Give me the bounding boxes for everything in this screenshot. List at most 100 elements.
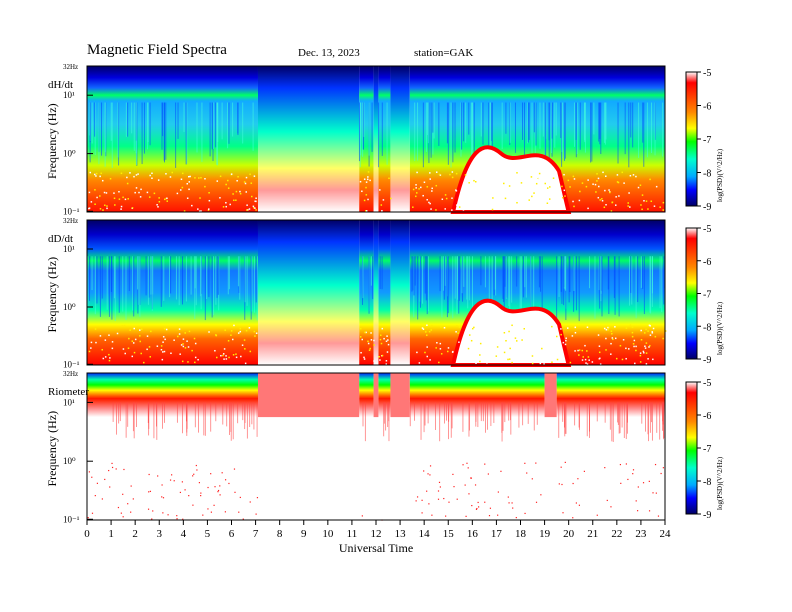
spectrogram-speckle xyxy=(124,352,126,355)
spectrogram-speckle xyxy=(131,207,134,209)
spectrogram-speckle xyxy=(604,467,606,469)
spectrogram-speckle xyxy=(458,206,461,208)
y-axis-label: Frequency (Hz) xyxy=(45,257,59,333)
spectrogram-speckle xyxy=(505,339,507,342)
spectrogram-speckle xyxy=(178,328,181,330)
spectrogram-speckle xyxy=(610,506,612,508)
spectrogram-speckle xyxy=(451,209,453,211)
y-axis-label: Frequency (Hz) xyxy=(45,103,59,179)
spectrogram-speckle xyxy=(452,350,454,353)
spectrogram-speckle xyxy=(652,327,655,330)
spectrogram-speckle xyxy=(614,337,617,340)
y-tick-label: 10¹ xyxy=(63,90,75,100)
spectrogram-speckle xyxy=(511,324,513,327)
spectrogram-speckle xyxy=(256,497,259,499)
spectrogram-speckle xyxy=(633,339,636,342)
spectrogram-speckle xyxy=(186,183,189,185)
data-gap-band xyxy=(390,373,410,418)
panel-2: dD/dt 32Hz 10¹ 10⁰ 10⁻¹ Frequency (Hz) -5 -6 -7 -… xyxy=(45,217,724,369)
x-tick-label: 16 xyxy=(467,528,479,540)
spectrogram-speckle xyxy=(603,327,606,330)
spectrogram-speckle xyxy=(219,494,221,496)
spectrogram-speckle xyxy=(539,362,542,365)
spectrogram-speckle xyxy=(251,195,253,198)
colorbar-tick-label: -9 xyxy=(703,510,711,521)
spectrogram-speckle xyxy=(166,200,168,202)
spectrogram-speckle xyxy=(535,182,538,185)
spectrogram-speckle xyxy=(249,173,251,176)
spectrogram-speckle xyxy=(503,331,506,334)
spectrogram-speckle xyxy=(648,510,651,512)
spectrogram-speckle xyxy=(108,469,110,472)
spectrogram-speckle xyxy=(137,173,139,175)
panel-label: dH/dt xyxy=(48,79,73,91)
x-tick-label: 23 xyxy=(635,528,647,540)
spectrogram-speckle xyxy=(217,489,220,492)
spectrogram-speckle xyxy=(531,362,534,365)
spectrogram-speckle xyxy=(474,180,477,183)
spectrogram-speckle xyxy=(605,328,608,331)
spectrogram-speckle xyxy=(503,351,506,354)
spectrogram-speckle xyxy=(662,201,665,204)
spectrogram-speckle xyxy=(388,177,390,180)
spectrogram-speckle xyxy=(364,331,366,334)
spectrogram-speckle xyxy=(625,463,627,465)
spectrogram-speckle xyxy=(99,175,101,178)
spectrogram-speckle xyxy=(130,485,132,487)
y-tick-label: 10⁻¹ xyxy=(63,514,80,524)
spectrogram-fade xyxy=(556,399,665,418)
y-tick-label: 10⁻¹ xyxy=(63,206,80,216)
x-tick-label: 11 xyxy=(347,528,358,540)
spectrogram-speckle xyxy=(458,341,460,343)
spectrogram-speckle xyxy=(426,355,429,358)
spectrogram-speckle xyxy=(470,477,472,479)
spectrogram-speckle xyxy=(254,200,256,202)
spectrogram-speckle xyxy=(588,359,590,361)
spectrogram-speckle xyxy=(208,331,210,333)
spectrogram-speckle xyxy=(616,174,619,176)
colorbar-tick-label: -8 xyxy=(703,477,711,488)
spectrogram-speckle xyxy=(426,334,428,336)
spectrogram-speckle xyxy=(361,515,363,517)
spectrogram-speckle xyxy=(431,187,433,190)
spectrogram-speckle xyxy=(139,329,141,331)
spectrogram-speckle xyxy=(176,518,178,520)
y-tick-label: 10¹ xyxy=(63,397,75,407)
spectrogram-speckle xyxy=(456,498,458,500)
spectrogram-speckle xyxy=(237,176,239,178)
spectrogram-speckle xyxy=(108,353,110,356)
spectrogram-speckle xyxy=(191,204,193,207)
spectrogram-speckle xyxy=(367,176,369,178)
spectrogram-speckle xyxy=(517,203,519,206)
colorbar-tick-label: -5 xyxy=(703,224,711,235)
spectrogram-speckle xyxy=(188,181,191,183)
spectrogram-speckle xyxy=(249,501,251,503)
spectrogram-speckle xyxy=(88,471,91,473)
spectrogram-speckle xyxy=(629,324,632,326)
spectrogram-speckle xyxy=(386,335,388,337)
spectrogram-speckle xyxy=(483,338,486,341)
spectrogram-speckle xyxy=(616,181,619,183)
spectrogram-speckle xyxy=(255,209,257,211)
spectrogram-speckle xyxy=(519,346,522,349)
spectrogram-speckle xyxy=(464,360,466,363)
spectrogram-speckle xyxy=(95,172,98,175)
spectrogram-speckle xyxy=(487,184,489,186)
spectrogram-speckle xyxy=(244,362,247,365)
spectrogram-speckle xyxy=(227,340,230,342)
spectrogram-speckle xyxy=(225,355,227,357)
spectrogram-speckle xyxy=(622,339,625,341)
spectrogram-speckle xyxy=(601,200,604,202)
spectrogram-speckle xyxy=(653,205,656,207)
panel-label: dD/dt xyxy=(48,233,73,245)
spectrogram-speckle xyxy=(574,331,577,334)
spectrogram-speckle xyxy=(245,329,248,332)
spectrogram-speckle xyxy=(113,192,115,194)
spectrogram-speckle xyxy=(429,178,431,180)
spectrogram-speckle xyxy=(655,492,657,494)
panel-frame xyxy=(86,219,666,366)
spectrogram-speckle xyxy=(247,209,249,211)
spectrogram-speckle xyxy=(511,502,513,504)
spectrogram-speckle xyxy=(495,199,498,202)
spectrogram-speckle xyxy=(423,181,426,184)
